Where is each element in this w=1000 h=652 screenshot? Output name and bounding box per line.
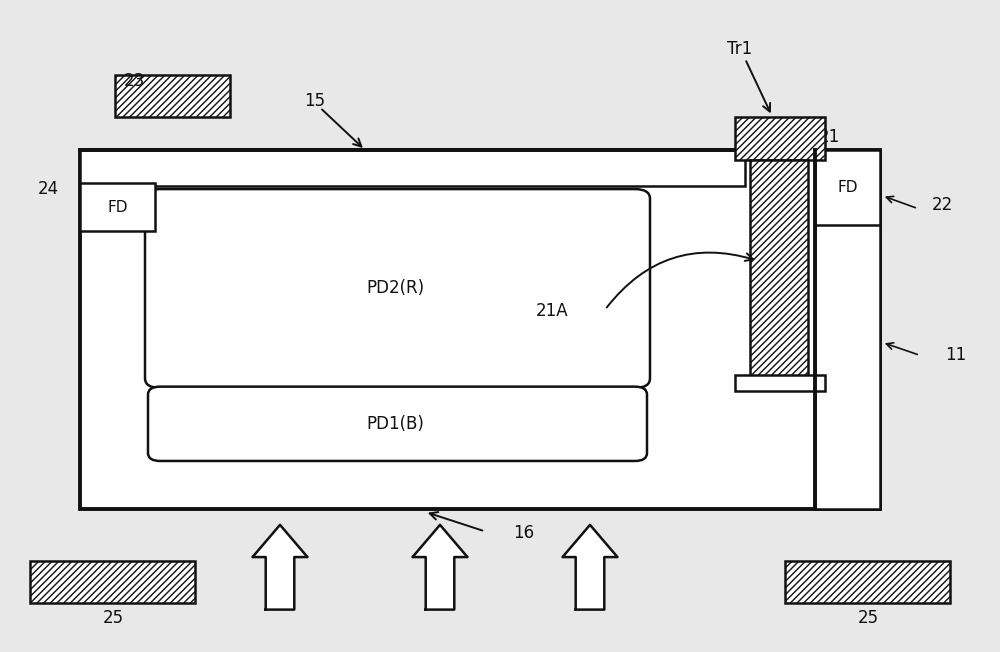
Text: 23: 23 (124, 72, 145, 91)
Text: 21A: 21A (535, 302, 568, 320)
Text: 21: 21 (819, 128, 840, 146)
Text: 11: 11 (945, 346, 966, 364)
Text: 16: 16 (513, 524, 534, 542)
Polygon shape (562, 525, 617, 610)
Polygon shape (252, 525, 308, 610)
Bar (815, 150, 880, 225)
Bar (735, 375, 825, 391)
Bar (735, 117, 825, 160)
Text: 24: 24 (37, 180, 59, 198)
Text: 22: 22 (932, 196, 953, 215)
Bar (80, 183, 155, 231)
Text: Tr1: Tr1 (727, 40, 753, 58)
Bar (80, 150, 745, 186)
Bar (115, 75, 230, 117)
Bar (30, 561, 195, 603)
Bar (785, 561, 950, 603)
Text: PD1(B): PD1(B) (366, 415, 424, 433)
Text: 25: 25 (857, 609, 879, 627)
Bar (815, 150, 880, 509)
Text: 15: 15 (304, 92, 326, 110)
Text: PD2(R): PD2(R) (366, 279, 424, 297)
Bar (80, 150, 880, 509)
Bar (750, 160, 808, 378)
Polygon shape (413, 525, 468, 610)
FancyBboxPatch shape (148, 387, 647, 461)
Text: 25: 25 (102, 609, 124, 627)
Text: FD: FD (108, 200, 128, 215)
FancyBboxPatch shape (145, 189, 650, 388)
Text: FD: FD (838, 179, 858, 195)
